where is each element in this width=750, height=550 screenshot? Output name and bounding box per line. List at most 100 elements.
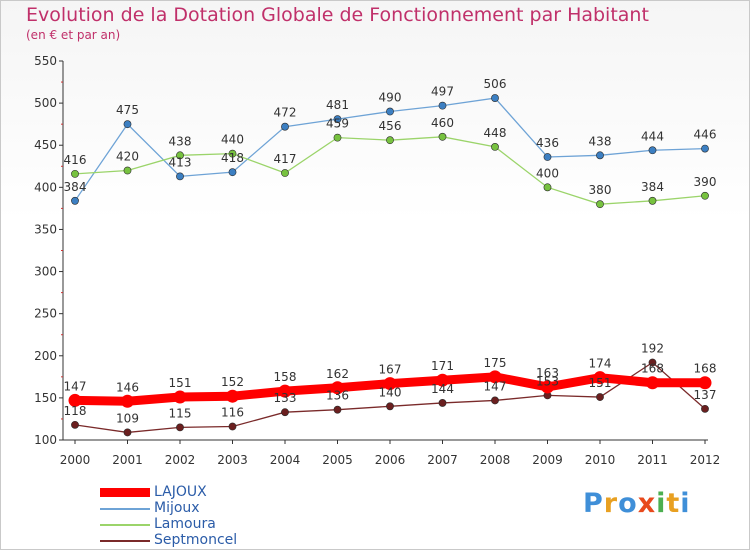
data-label-lajoux: 152 [221, 375, 244, 389]
data-point-lajoux [383, 377, 397, 391]
series-mijoux [71, 94, 709, 205]
x-tick-label: 2000 [60, 453, 91, 467]
data-point-septmoncel [281, 408, 289, 417]
data-label-septmoncel: 144 [431, 382, 454, 396]
data-label-lamoura: 460 [431, 116, 454, 130]
y-tick-label: 500 [34, 96, 57, 110]
data-point-mijoux [543, 153, 552, 161]
data-point-lajoux [541, 380, 554, 394]
x-tick-label: 2008 [480, 453, 511, 467]
legend-swatch-mijoux [100, 508, 150, 510]
proxiti-logo: Proxiti [583, 488, 691, 519]
data-point-lajoux [331, 381, 344, 395]
data-point-mijoux [333, 115, 342, 124]
data-point-lamoura [386, 136, 394, 145]
data-label-mijoux: 475 [116, 103, 139, 117]
data-point-lajoux [646, 376, 659, 390]
data-point-lajoux [278, 384, 292, 398]
x-tick-label: 2007 [427, 453, 458, 467]
data-label-lajoux: 175 [484, 356, 507, 370]
data-label-mijoux: 384 [64, 180, 87, 194]
legend-label-mijoux: Mijoux [154, 500, 200, 516]
data-point-mijoux [123, 120, 132, 129]
data-point-lamoura [491, 143, 499, 151]
data-label-mijoux: 490 [379, 91, 402, 105]
data-point-lajoux [173, 390, 187, 404]
x-tick-label: 2010 [585, 453, 616, 467]
x-tick-label: 2006 [375, 453, 406, 467]
data-label-mijoux: 444 [641, 129, 664, 143]
data-point-mijoux [438, 101, 447, 110]
data-point-septmoncel [123, 428, 132, 437]
data-label-lamoura: 448 [484, 126, 507, 140]
data-point-lajoux [593, 371, 607, 385]
y-tick-label: 200 [34, 349, 57, 363]
data-point-septmoncel [491, 396, 499, 405]
data-label-lajoux: 171 [431, 359, 454, 373]
y-tick-label: 350 [34, 222, 57, 236]
data-label-septmoncel: 192 [641, 342, 664, 356]
data-point-lamoura [123, 166, 132, 175]
data-point-septmoncel [71, 420, 79, 429]
data-label-septmoncel: 116 [221, 406, 244, 420]
data-label-mijoux: 438 [589, 134, 612, 148]
chart-title: Evolution de la Dotation Globale de Fonc… [26, 4, 649, 26]
x-tick-label: 2002 [165, 453, 196, 467]
data-label-lajoux: 162 [326, 367, 349, 381]
y-tick-label: 400 [34, 180, 57, 194]
data-point-lajoux [226, 389, 239, 403]
data-point-lamoura [438, 132, 447, 141]
x-tick-label: 2001 [112, 453, 143, 467]
data-point-mijoux [71, 196, 79, 205]
data-label-lamoura: 417 [274, 152, 297, 166]
data-label-lamoura: 384 [641, 180, 664, 194]
data-point-lamoura [701, 191, 709, 200]
legend-swatch-lajoux [100, 488, 150, 497]
data-point-lamoura [596, 200, 604, 209]
x-tick-label: 2005 [322, 453, 353, 467]
data-point-septmoncel [648, 358, 657, 367]
y-tick-label: 250 [34, 307, 57, 321]
y-tick-label: 550 [34, 54, 57, 68]
x-tick-label: 2011 [637, 453, 668, 467]
data-point-mijoux [701, 144, 709, 153]
data-point-septmoncel [596, 393, 604, 401]
data-label-lamoura: 416 [64, 153, 87, 167]
data-label-mijoux: 418 [221, 151, 244, 165]
legend-label-septmoncel: Septmoncel [154, 532, 238, 548]
data-label-lamoura: 390 [694, 175, 717, 189]
series-septmoncel [71, 358, 709, 437]
data-point-lajoux [698, 376, 712, 390]
x-tick-label: 2012 [690, 453, 721, 467]
data-point-septmoncel [176, 423, 184, 432]
y-tick-label: 100 [34, 433, 57, 447]
data-point-septmoncel [333, 405, 342, 414]
legend-label-lajoux: LAJOUX [154, 484, 207, 500]
data-label-septmoncel: 147 [484, 379, 507, 393]
data-label-lamoura: 459 [326, 117, 349, 131]
data-point-septmoncel [438, 399, 447, 407]
data-label-lajoux: 147 [64, 379, 87, 393]
data-point-lamoura [648, 196, 657, 205]
data-label-septmoncel: 118 [64, 404, 87, 418]
axes: 100 150 200 250 300 350 400 450 500 550 2000 2001 20… [34, 54, 720, 467]
data-point-septmoncel [228, 422, 237, 431]
data-point-lamoura [176, 151, 184, 160]
series-layer [68, 94, 712, 437]
data-label-lamoura: 420 [116, 149, 139, 163]
data-label-mijoux: 481 [326, 98, 349, 112]
data-label-septmoncel: 137 [694, 388, 717, 402]
data-point-septmoncel [386, 402, 394, 411]
data-label-lajoux: 174 [589, 357, 612, 371]
data-label-lamoura: 440 [221, 133, 244, 147]
series-lamoura [71, 132, 709, 209]
data-label-lajoux: 168 [641, 362, 664, 376]
data-label-mijoux: 506 [484, 77, 507, 91]
data-point-mijoux [386, 107, 394, 116]
legend-swatch-septmoncel [100, 540, 150, 542]
data-label-septmoncel: 109 [116, 411, 139, 425]
x-tick-label: 2004 [270, 453, 301, 467]
series-lajoux [68, 370, 712, 408]
data-labels: 384 475 413 418 472 481 490 497 506 436 438 444 446 4… [64, 77, 717, 425]
